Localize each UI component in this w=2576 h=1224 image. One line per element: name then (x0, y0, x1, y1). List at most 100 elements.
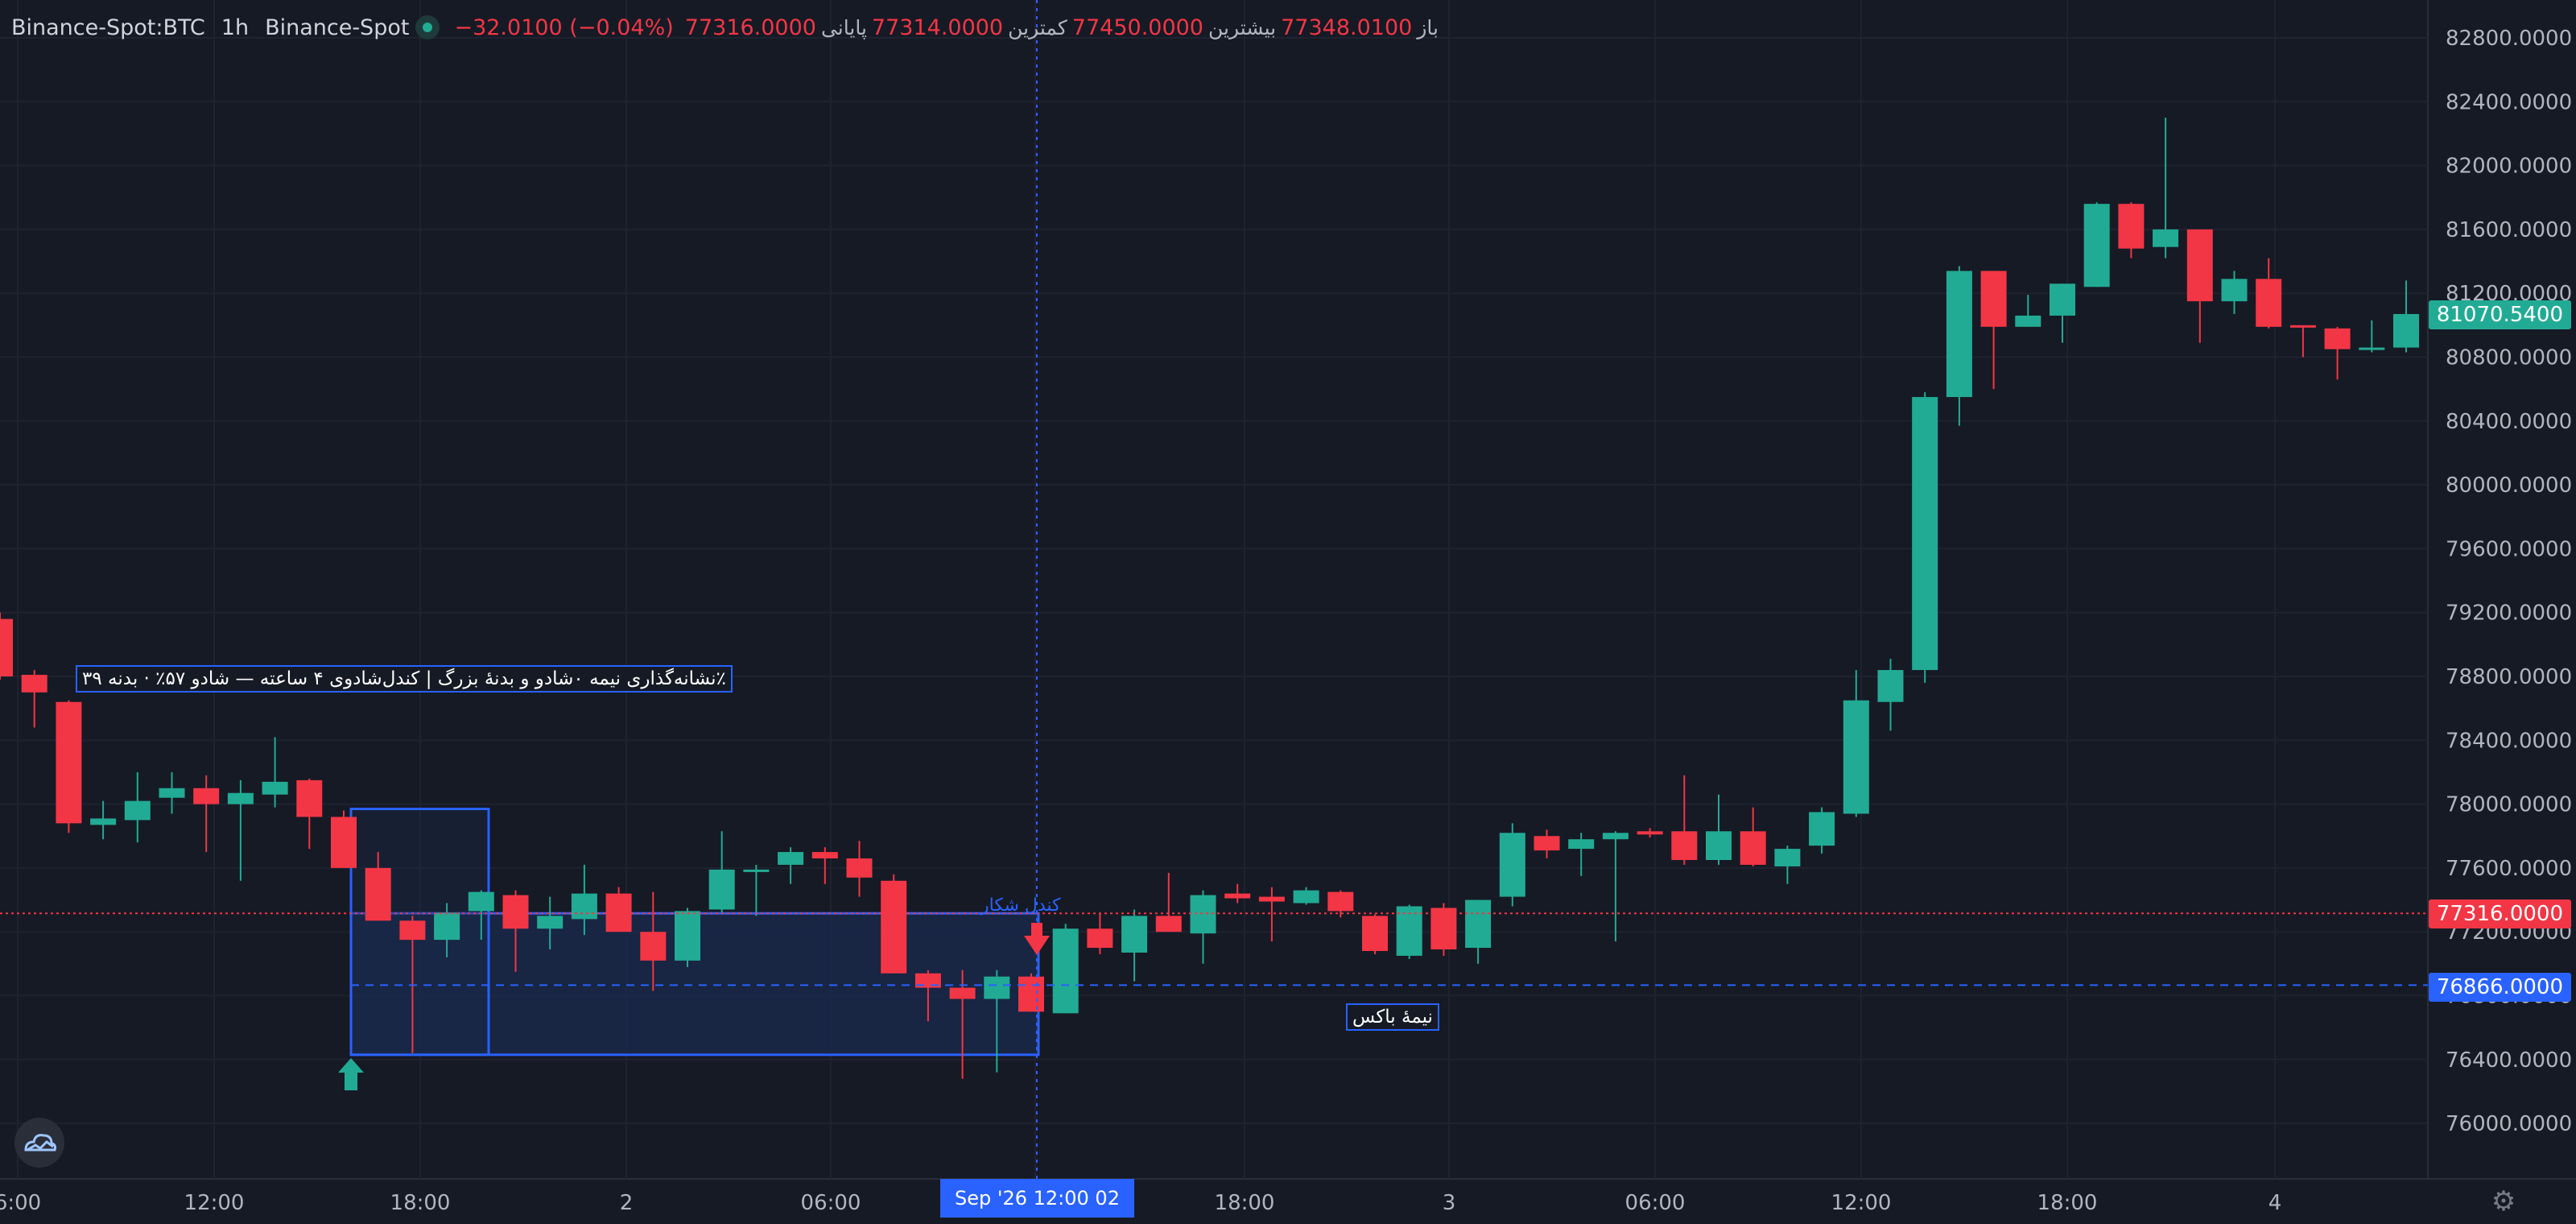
candle-up[interactable] (571, 864, 597, 936)
candle-up[interactable] (743, 864, 770, 916)
candle-up[interactable] (227, 779, 254, 881)
candle-down[interactable] (502, 890, 529, 972)
candle-up[interactable] (984, 970, 1010, 1073)
candle-up[interactable] (778, 847, 804, 884)
candle-down[interactable] (1224, 883, 1251, 904)
candle-up[interactable] (1912, 392, 1938, 683)
candle-up[interactable] (1052, 924, 1079, 1014)
candle-down[interactable] (1740, 807, 1766, 866)
candle-up[interactable] (675, 908, 700, 967)
candle-down[interactable] (2186, 229, 2213, 343)
candle-down[interactable] (640, 891, 667, 991)
candle-up[interactable] (1568, 833, 1595, 876)
candle-down[interactable] (1018, 973, 1044, 1012)
indicator-title-box[interactable]: ٪نشانه‌گذاری نیمه ٠شادو و بدنهٔ بزرگ | ک… (76, 665, 733, 693)
gear-icon[interactable]: ⚙ (2491, 1185, 2516, 1218)
interval-label[interactable]: 1h (221, 14, 250, 40)
candle-down[interactable] (331, 810, 357, 868)
arrow-down-icon (1024, 923, 1050, 955)
candle-down[interactable] (193, 775, 220, 853)
candle-down[interactable] (605, 887, 632, 932)
time-axis-label: 3 (1443, 1191, 1456, 1215)
candle-note-label: کندل شکار (980, 895, 1061, 916)
candle-down[interactable] (0, 612, 13, 680)
overlays (0, 0, 2428, 1179)
price-axis-label: 80000.0000 (2446, 473, 2572, 498)
candle-up[interactable] (1190, 890, 1216, 964)
price-axis-label: 76400.0000 (2446, 1048, 2572, 1073)
candle-up[interactable] (434, 903, 460, 957)
candle-down[interactable] (1327, 890, 1354, 918)
candle-down[interactable] (21, 670, 47, 728)
candle-up[interactable] (1774, 846, 1801, 884)
candle-up[interactable] (1602, 831, 1629, 942)
candle-down[interactable] (296, 778, 323, 850)
candle-up[interactable] (468, 890, 494, 941)
symbol-name[interactable]: Binance-Spot:BTC (11, 14, 205, 40)
candle-up[interactable] (2083, 202, 2110, 287)
candle-up[interactable] (537, 896, 564, 950)
candle-up[interactable] (2393, 280, 2419, 353)
candle-up[interactable] (124, 771, 151, 843)
candle-up[interactable] (2050, 283, 2075, 343)
current-price-tag: 81070.5400 (2428, 300, 2571, 329)
candle-down[interactable] (1637, 828, 1663, 838)
candle-down[interactable] (2289, 325, 2316, 358)
candle-down[interactable] (1671, 775, 1698, 865)
price-axis-label: 76000.0000 (2446, 1112, 2572, 1136)
candle-up[interactable] (1843, 670, 1869, 817)
candle-down[interactable] (1534, 829, 1560, 859)
time-axis-label: 06:00 (801, 1191, 861, 1215)
open-label: باز (1417, 15, 1439, 39)
time-axis-label: 6:00 (0, 1191, 41, 1215)
candle-up[interactable] (90, 800, 117, 840)
candle-up[interactable] (1465, 899, 1492, 964)
candle-down[interactable] (949, 970, 976, 1079)
tradingview-cloud-icon[interactable] (14, 1118, 64, 1168)
candle-down[interactable] (881, 874, 907, 974)
candle-up[interactable] (2153, 118, 2179, 258)
candle-up[interactable] (1293, 887, 1319, 905)
market-status-icon[interactable] (415, 15, 440, 39)
candle-up[interactable] (1809, 807, 1835, 854)
box-mid-label[interactable]: نیمهٔ باکس (1346, 1003, 1439, 1031)
candle-down[interactable] (2324, 326, 2351, 380)
candle-up[interactable] (1877, 659, 1904, 731)
close-value: 77316.0000 (684, 14, 816, 40)
candle-down[interactable] (1980, 271, 2007, 390)
open-value: 77348.0100 (1281, 14, 1413, 40)
candle-up[interactable] (1706, 794, 1732, 865)
candle-up[interactable] (1499, 823, 1525, 907)
candle-up[interactable] (2015, 295, 2041, 327)
candle-down[interactable] (1155, 872, 1182, 932)
candle-down[interactable] (1087, 912, 1113, 954)
candle-down[interactable] (1362, 914, 1388, 954)
candle-up[interactable] (2221, 271, 2248, 314)
candle-down[interactable] (365, 852, 391, 921)
candle-down[interactable] (1430, 903, 1457, 956)
candle-down[interactable] (1258, 887, 1285, 942)
candle-up[interactable] (262, 737, 288, 808)
price-axis-label: 78800.0000 (2446, 665, 2572, 689)
time-axis-label: 2 (620, 1191, 634, 1215)
candles[interactable] (0, 118, 2419, 1079)
candle-down[interactable] (846, 841, 873, 897)
candle-down[interactable] (56, 700, 82, 833)
candle-up[interactable] (1946, 266, 1972, 426)
candle-up[interactable] (708, 831, 735, 913)
price-axis-label: 82400.0000 (2446, 90, 2572, 114)
price-axis-label: 81600.0000 (2446, 218, 2572, 242)
candle-down[interactable] (2118, 202, 2145, 258)
arrow-up-icon (338, 1058, 364, 1090)
candle-up[interactable] (1121, 909, 1148, 982)
candle-down[interactable] (2256, 258, 2282, 329)
time-axis-label: 12:00 (184, 1191, 245, 1215)
price-axis-label: 82800.0000 (2446, 27, 2572, 51)
candle-up[interactable] (159, 771, 185, 814)
candle-up[interactable] (2359, 320, 2385, 353)
candle-down[interactable] (914, 970, 941, 1022)
candle-down[interactable] (811, 847, 838, 884)
